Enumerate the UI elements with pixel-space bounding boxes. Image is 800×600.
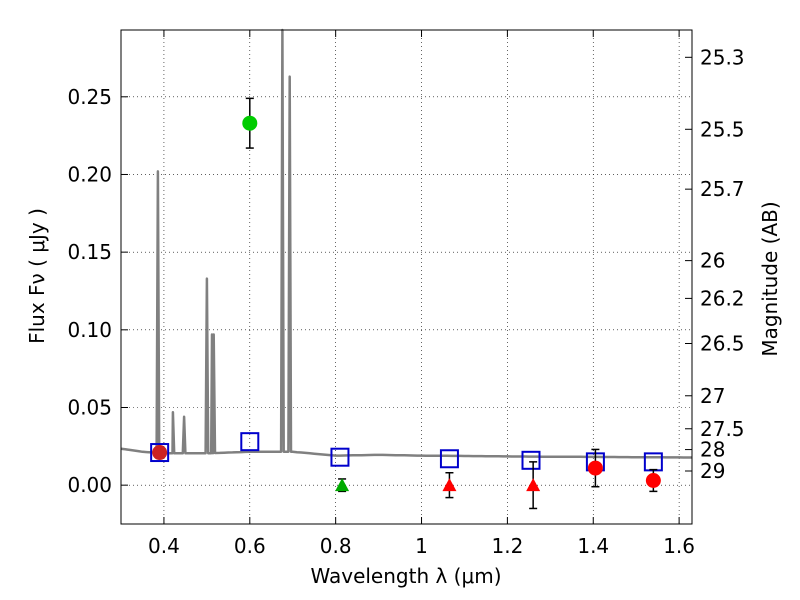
y-axis-label: Flux Fν ( μJy ): [25, 208, 49, 344]
model_photometry-point: [643, 452, 663, 472]
y-tick-label: 0.20: [67, 162, 112, 186]
model_photometry-point: [521, 450, 541, 470]
model-spectrum-line: [120, 28, 692, 459]
x-tick-label: 0.8: [320, 534, 352, 558]
mag-tick-label: 27.5: [700, 417, 745, 441]
mag-tick-label: 27: [700, 384, 725, 408]
mag-tick-label: 25.5: [700, 117, 745, 141]
x-axis-label: Wavelength λ (μm): [310, 564, 501, 588]
detection-point: [242, 115, 258, 131]
mag-tick-label: 25.7: [700, 177, 745, 201]
x-tick-label: 0.6: [234, 534, 266, 558]
detection_low-point: [587, 460, 603, 476]
mag-tick-label: 26: [700, 249, 725, 273]
mag-tick-label: 28: [700, 438, 725, 462]
mag-tick-label: 26.5: [700, 331, 745, 355]
y-tick-label: 0.05: [67, 395, 112, 419]
upper_limit_red-point: [526, 478, 541, 492]
upper_limit_green-point: [335, 478, 350, 492]
y-tick-label: 0.10: [67, 318, 112, 342]
y2-axis-label: Magnitude (AB): [758, 201, 782, 356]
model_photometry-point: [150, 443, 170, 463]
model_photometry-point: [240, 432, 260, 452]
x-tick-label: 1.2: [491, 534, 523, 558]
detection_low-point: [645, 473, 661, 489]
x-tick-label: 1.4: [577, 534, 609, 558]
plot-frame: [120, 29, 693, 525]
x-tick-label: 1.6: [663, 534, 695, 558]
y-tick-label: 0.00: [67, 473, 112, 497]
upper_limit_red-point: [442, 478, 457, 492]
axis-ticks: [121, 30, 692, 524]
y-tick-label: 0.15: [67, 240, 112, 264]
mag-tick-label: 25.3: [700, 45, 745, 69]
model-spectrum: [120, 28, 692, 459]
x-tick-label: 0.4: [148, 534, 180, 558]
mag-tick-label: 29: [700, 459, 725, 483]
data-series: [150, 97, 663, 510]
y-tick-label: 0.25: [67, 85, 112, 109]
model_photometry-point: [330, 447, 350, 467]
x-tick-label: 1: [415, 534, 428, 558]
uv_point-point: [152, 445, 168, 461]
mag-tick-label: 26.2: [700, 286, 745, 310]
model_photometry-point: [439, 449, 459, 469]
tick-labels: 0.4 0.6 0.8 1 1.2 1.4 1.6 0.00 0.05 0.10 0.15 0.20 0…: [67, 45, 744, 558]
